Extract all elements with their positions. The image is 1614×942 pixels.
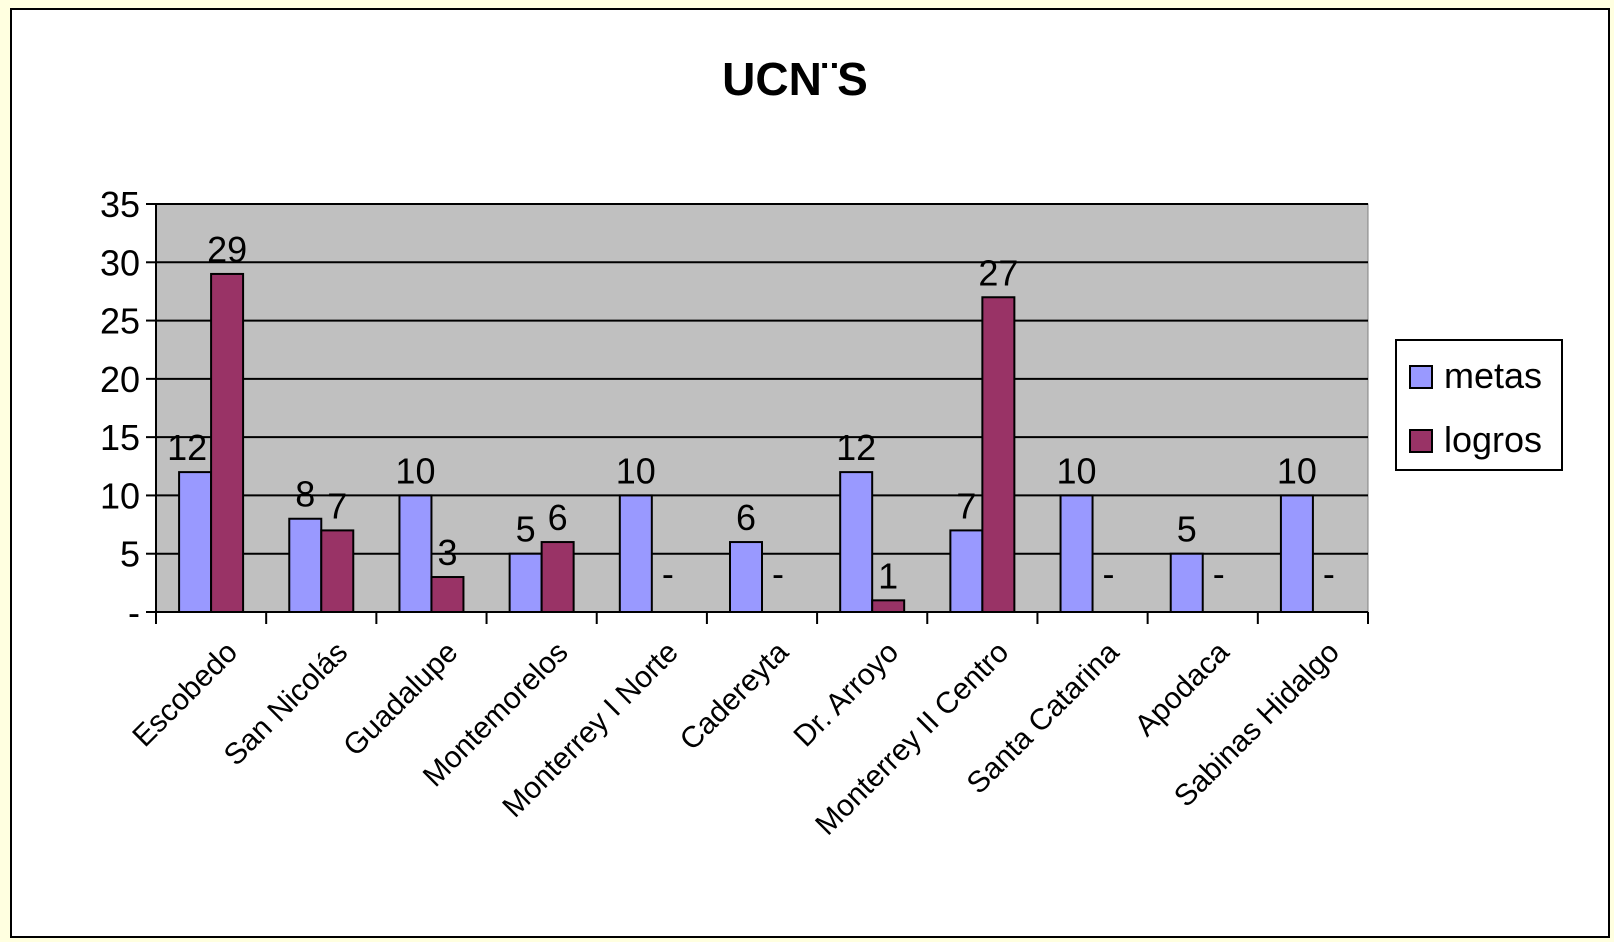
data-label-metas: 5 xyxy=(1177,509,1197,550)
category-label: Apodaca xyxy=(1129,635,1236,742)
bar-metas xyxy=(398,494,433,613)
data-label-logros: 27 xyxy=(978,252,1018,293)
data-label-metas: 8 xyxy=(295,474,315,515)
legend-label-metas: metas xyxy=(1444,355,1542,396)
data-label-metas: 12 xyxy=(836,427,876,468)
legend-label-logros: logros xyxy=(1444,419,1542,460)
category-label: Monterrey II Centro xyxy=(809,636,1015,842)
bar-metas xyxy=(178,471,213,613)
data-label-metas: 10 xyxy=(1057,450,1097,491)
data-label-metas: 12 xyxy=(167,427,207,468)
bar-logros xyxy=(210,272,245,613)
data-label-metas: 10 xyxy=(1277,450,1317,491)
bar-logros xyxy=(540,541,575,613)
data-label-logros: 3 xyxy=(437,532,457,573)
legend-swatch-metas xyxy=(1409,365,1433,389)
bar-metas xyxy=(839,471,874,613)
data-label-logros: 6 xyxy=(548,497,568,538)
category-label: Dr. Arroyo xyxy=(787,636,905,754)
bar-logros xyxy=(430,576,465,613)
y-tick-label: - xyxy=(128,592,140,633)
data-label-logros: - xyxy=(1213,553,1225,594)
bar-metas xyxy=(1279,494,1314,613)
chart-title: UCN¨S xyxy=(722,53,868,105)
data-label-metas: 5 xyxy=(516,509,536,550)
y-tick-label: 25 xyxy=(100,301,140,342)
bar-metas xyxy=(288,517,323,613)
data-label-logros: - xyxy=(1103,553,1115,594)
data-label-logros: 1 xyxy=(878,555,898,596)
bar-metas xyxy=(729,541,763,613)
data-label-logros: 29 xyxy=(207,229,247,270)
data-label-logros: - xyxy=(772,553,784,594)
y-tick-label: 15 xyxy=(100,417,140,458)
category-label: Cadereyta xyxy=(674,635,795,756)
chart-frame: UCN¨S -5 10 15 20 25 30 35 12 29 Escobedo 8 7 San Ni… xyxy=(10,8,1610,938)
category-label: Escobedo xyxy=(126,636,244,754)
bar-metas xyxy=(618,494,653,613)
data-label-metas: 10 xyxy=(616,450,656,491)
y-tick-label: 5 xyxy=(120,534,140,575)
data-label-logros: - xyxy=(1323,553,1335,594)
bar-metas xyxy=(1169,552,1204,614)
data-label-logros: - xyxy=(662,553,674,594)
y-tick-label: 10 xyxy=(100,475,140,516)
y-tick-label: 30 xyxy=(100,242,140,283)
data-label-metas: 10 xyxy=(395,450,435,491)
y-tick-label: 20 xyxy=(100,359,140,400)
data-label-metas: 6 xyxy=(736,497,756,538)
bar-metas xyxy=(949,529,984,614)
legend: metas logros xyxy=(1395,339,1563,471)
bar-metas xyxy=(1059,494,1094,613)
legend-swatch-logros xyxy=(1409,429,1433,453)
bar-logros xyxy=(320,529,355,614)
bar-metas xyxy=(508,552,543,614)
data-label-logros: 7 xyxy=(327,485,347,526)
bar-logros xyxy=(871,599,906,613)
bar-logros xyxy=(981,296,1016,613)
data-label-metas: 7 xyxy=(956,485,976,526)
y-tick-label: 35 xyxy=(100,184,140,225)
